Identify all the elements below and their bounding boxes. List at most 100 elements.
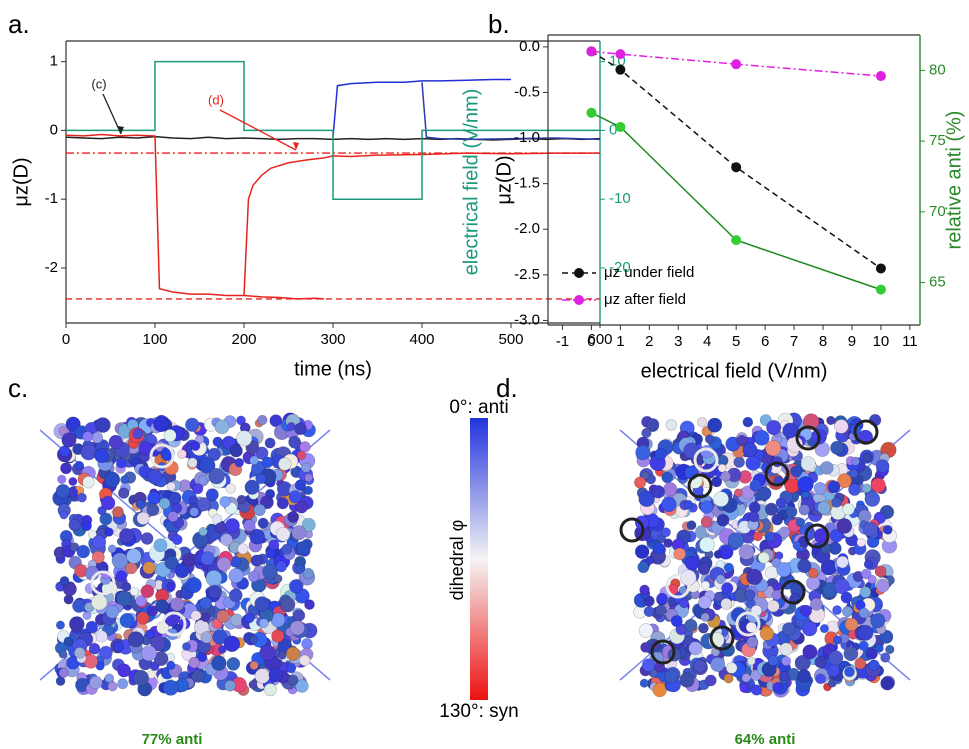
atom bbox=[107, 544, 117, 554]
atom bbox=[299, 654, 311, 667]
x-tick-label: 8 bbox=[819, 333, 827, 350]
atom bbox=[104, 527, 114, 537]
atom bbox=[730, 607, 747, 623]
marker bbox=[731, 235, 742, 246]
atom bbox=[882, 525, 893, 535]
atom bbox=[829, 528, 844, 543]
atom bbox=[699, 536, 715, 553]
atom bbox=[640, 641, 652, 653]
atom bbox=[208, 467, 225, 485]
atom bbox=[686, 520, 697, 531]
atom bbox=[833, 578, 850, 595]
x-tick-label: 3 bbox=[674, 333, 682, 350]
marker bbox=[615, 64, 626, 75]
atom bbox=[641, 427, 652, 439]
atom bbox=[100, 495, 116, 511]
atom bbox=[797, 476, 814, 493]
atom bbox=[112, 506, 124, 518]
atom bbox=[704, 434, 715, 444]
atom bbox=[103, 471, 121, 488]
atom bbox=[303, 485, 313, 495]
atom bbox=[118, 487, 130, 499]
atom bbox=[684, 555, 700, 571]
atom bbox=[792, 541, 802, 550]
atom bbox=[301, 462, 312, 473]
atom bbox=[117, 678, 129, 690]
highlight-ring bbox=[735, 611, 761, 637]
y-tick-label: -2.0 bbox=[514, 220, 540, 237]
colorbar-label: 0°: anti bbox=[449, 397, 508, 418]
atom bbox=[844, 617, 859, 632]
y-tick-label: -2 bbox=[45, 259, 58, 276]
atom bbox=[836, 518, 853, 534]
atom bbox=[742, 442, 758, 458]
atom bbox=[63, 594, 74, 605]
atom bbox=[188, 656, 200, 669]
atom bbox=[205, 488, 219, 502]
atom bbox=[764, 502, 778, 516]
atom bbox=[125, 562, 138, 575]
atom bbox=[748, 511, 760, 523]
atom bbox=[62, 582, 77, 597]
atom bbox=[304, 473, 314, 483]
atom bbox=[91, 431, 104, 444]
atom bbox=[254, 596, 270, 612]
y2-axis-title: relative anti (%) bbox=[943, 111, 965, 250]
atom bbox=[153, 538, 168, 553]
atom bbox=[211, 655, 227, 671]
atom bbox=[207, 447, 221, 462]
atom bbox=[746, 568, 763, 586]
y2-tick-label: -10 bbox=[609, 190, 631, 207]
atom bbox=[638, 490, 655, 508]
marker bbox=[875, 284, 886, 295]
y2-tick-label: 75 bbox=[929, 132, 946, 149]
atom bbox=[716, 513, 730, 527]
atom bbox=[229, 444, 243, 458]
atom bbox=[854, 657, 867, 670]
atom bbox=[664, 669, 679, 684]
y-tick-label: 0.0 bbox=[519, 38, 540, 55]
atom bbox=[698, 622, 709, 634]
atom bbox=[200, 631, 213, 644]
atom bbox=[806, 575, 821, 591]
atom bbox=[772, 681, 783, 692]
atom bbox=[135, 499, 146, 509]
atom bbox=[292, 609, 306, 622]
atom bbox=[299, 441, 311, 453]
atom bbox=[864, 491, 881, 507]
atom bbox=[713, 491, 729, 507]
annotation-arrow bbox=[219, 109, 297, 151]
atom bbox=[205, 569, 223, 587]
atom bbox=[287, 511, 300, 523]
atom bbox=[228, 568, 244, 584]
atom bbox=[291, 525, 307, 541]
atom bbox=[752, 531, 763, 542]
x-axis-title: electrical field (V/nm) bbox=[641, 360, 828, 382]
atom bbox=[285, 646, 301, 661]
atom bbox=[275, 560, 288, 573]
atom bbox=[863, 559, 874, 569]
atom bbox=[135, 595, 147, 607]
atom bbox=[757, 551, 770, 564]
atom bbox=[875, 459, 890, 474]
atom bbox=[715, 574, 726, 585]
atom bbox=[753, 429, 770, 446]
atom bbox=[273, 574, 283, 583]
annotation-arrow bbox=[102, 93, 122, 135]
atom bbox=[198, 526, 208, 537]
atom bbox=[281, 543, 293, 555]
atom bbox=[171, 534, 183, 545]
x-tick-label: 6 bbox=[761, 333, 769, 350]
atom bbox=[237, 543, 249, 555]
x-tick-label: 0 bbox=[62, 331, 70, 348]
atom bbox=[146, 469, 163, 485]
atom bbox=[119, 528, 135, 544]
atom bbox=[257, 414, 268, 426]
legend-swatch bbox=[574, 268, 584, 278]
atom bbox=[765, 440, 782, 457]
x-tick-label: 4 bbox=[703, 333, 711, 350]
x-tick-label: 7 bbox=[790, 333, 798, 350]
atom bbox=[294, 479, 307, 491]
atom bbox=[725, 662, 738, 674]
